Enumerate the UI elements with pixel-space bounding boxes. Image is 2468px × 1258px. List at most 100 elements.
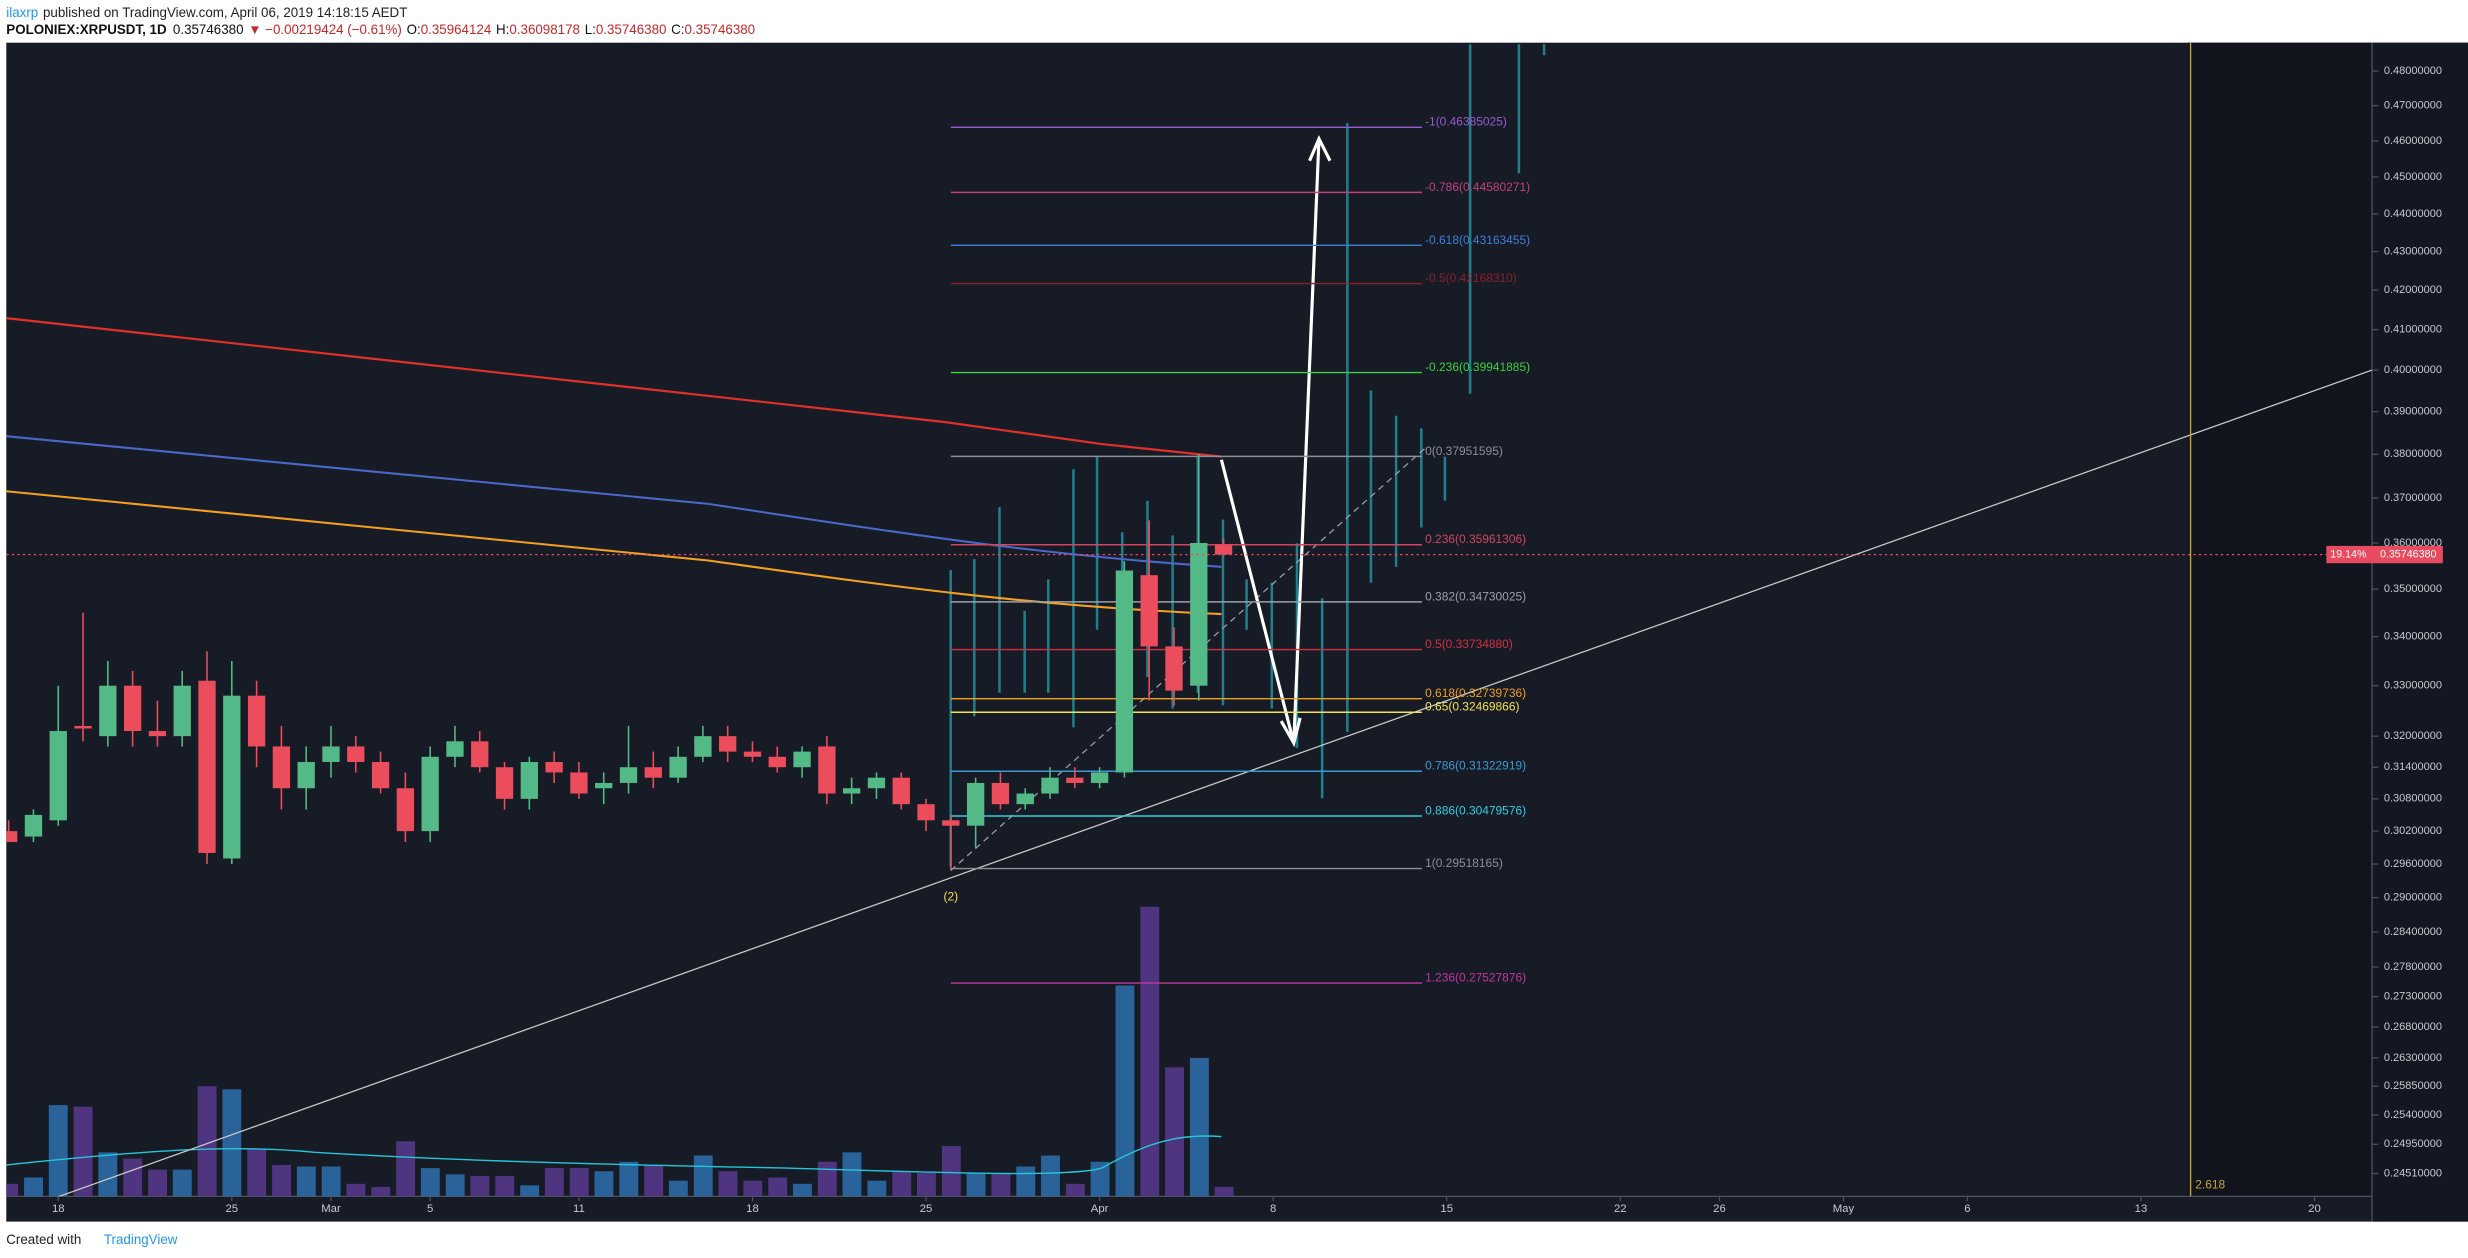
price-tag-change: 19.14% (2330, 548, 2367, 560)
candle-body (991, 782, 1010, 805)
footer-created: Created with (6, 1232, 81, 1247)
header-line-2: POLONIEX:XRPUSDT, 1D 0.35746380 ▼ −0.00219… (6, 22, 755, 37)
volume-ma (6, 1135, 1222, 1175)
ohlc-value: 0.36098178 (509, 22, 580, 37)
candle-body (768, 756, 786, 768)
volume-bar (991, 1174, 1011, 1197)
volume-bar (148, 1169, 167, 1197)
footer-brand[interactable]: TradingView (104, 1232, 178, 1247)
volume-bar (718, 1171, 738, 1197)
candle-body (322, 746, 340, 762)
x-tick-label: 11 (573, 1203, 585, 1215)
candle-body (6, 831, 18, 843)
y-tick-label: 0.38000000 (2384, 448, 2442, 460)
volume-bar (668, 1180, 688, 1197)
y-tick-label: 0.46000000 (2384, 135, 2442, 147)
candle-body (1041, 777, 1059, 794)
fib-label: 0(0.37951595) (1425, 444, 1503, 458)
volume-bar (470, 1175, 490, 1197)
x-tick-label: 20 (2308, 1203, 2321, 1215)
volume-bar (544, 1168, 564, 1197)
candle-body (966, 782, 985, 826)
candle-body (1190, 542, 1208, 686)
candle-body (173, 685, 191, 737)
price-axis-background (2371, 42, 2468, 1222)
volume-bar (24, 1177, 43, 1197)
y-tick-label: 0.30200000 (2384, 825, 2442, 837)
volume-bar (1041, 1155, 1060, 1197)
candle-body (347, 746, 365, 762)
volume-bar (396, 1141, 416, 1197)
candle-body (1140, 575, 1158, 647)
volume-bar (569, 1168, 589, 1197)
candle-body (595, 782, 613, 789)
volume-bar (966, 1172, 986, 1197)
volume-bar (1140, 906, 1160, 1197)
candle-body (198, 680, 216, 853)
x-tick-label: 8 (1270, 1203, 1276, 1215)
y-tick-label: 0.31400000 (2384, 761, 2442, 773)
y-tick-label: 0.36000000 (2384, 537, 2442, 549)
candle-body (99, 685, 117, 737)
candle-body (867, 777, 886, 789)
y-tick-label: 0.48000000 (2384, 65, 2442, 77)
volume-bar (48, 1105, 68, 1197)
chart-background (6, 42, 2468, 1222)
volume-bar (619, 1161, 639, 1197)
volume-bar (817, 1161, 837, 1197)
candle-body (421, 756, 439, 832)
y-tick-label: 0.35000000 (2384, 583, 2442, 595)
y-tick-label: 0.26800000 (2384, 1021, 2442, 1033)
y-tick-label: 0.28400000 (2384, 926, 2442, 938)
y-tick-label: 0.29600000 (2384, 858, 2442, 870)
arrow-up (1292, 138, 1321, 744)
y-tick-label: 0.24510000 (2384, 1167, 2442, 1179)
ohlc-value: 0.35746380 (596, 22, 667, 37)
volume-bar (768, 1177, 788, 1197)
volume-bar (842, 1152, 862, 1197)
candle-body (1115, 570, 1134, 773)
volume-bar (172, 1169, 192, 1197)
volume-bar (495, 1175, 515, 1197)
y-tick-label: 0.40000000 (2384, 364, 2442, 376)
x-tick-label: May (1833, 1203, 1855, 1215)
candle-body (942, 820, 960, 826)
published: published on TradingView.com, April 06, … (43, 4, 407, 19)
volume-bar (6, 1183, 19, 1197)
x-tick-label: 18 (746, 1203, 759, 1215)
candle-body (743, 751, 762, 757)
y-tick-label: 0.47000000 (2384, 100, 2442, 112)
fib-label: 0.786(0.31322919) (1425, 759, 1526, 773)
volume-bar (371, 1186, 391, 1197)
y-tick-label: 0.24950000 (2384, 1138, 2442, 1150)
volume-bar (1090, 1161, 1110, 1197)
y-tick-label: 0.33000000 (2384, 680, 2442, 692)
y-tick-label: 0.39000000 (2384, 406, 2442, 418)
volume-bar (792, 1183, 812, 1197)
publisher[interactable]: ilaxrp (6, 4, 38, 19)
volume-bar (1214, 1186, 1234, 1197)
axes-layer: 0.48000000 0.47000000 0.46000000 0.45000000… (52, 65, 2443, 1215)
ohlc-key: H: (496, 22, 509, 37)
x-tick-label: 6 (1964, 1203, 1970, 1215)
y-tick-label: 0.34000000 (2384, 631, 2442, 643)
candle-body (297, 761, 315, 789)
candle-body (917, 804, 935, 821)
volume-bar (743, 1180, 763, 1197)
time-extension-label: 2.618 (2195, 1178, 2225, 1192)
volume-bar (98, 1152, 118, 1197)
volume-bar (917, 1172, 936, 1197)
volume-bar (123, 1158, 143, 1197)
volume-bar (73, 1106, 93, 1197)
fib-label: 1.236(0.27527876) (1425, 970, 1526, 984)
candle-body (371, 761, 390, 789)
volume-bar (272, 1164, 292, 1197)
fib-label: 1(0.29518165) (1425, 856, 1503, 870)
x-tick-label: Apr (1091, 1203, 1109, 1215)
x-tick-label: 18 (52, 1203, 65, 1215)
x-tick-label: 26 (1713, 1203, 1726, 1215)
candle-body (272, 746, 291, 789)
fib-label: -1(0.46385025) (1425, 115, 1507, 129)
volume-bar (1016, 1166, 1036, 1197)
